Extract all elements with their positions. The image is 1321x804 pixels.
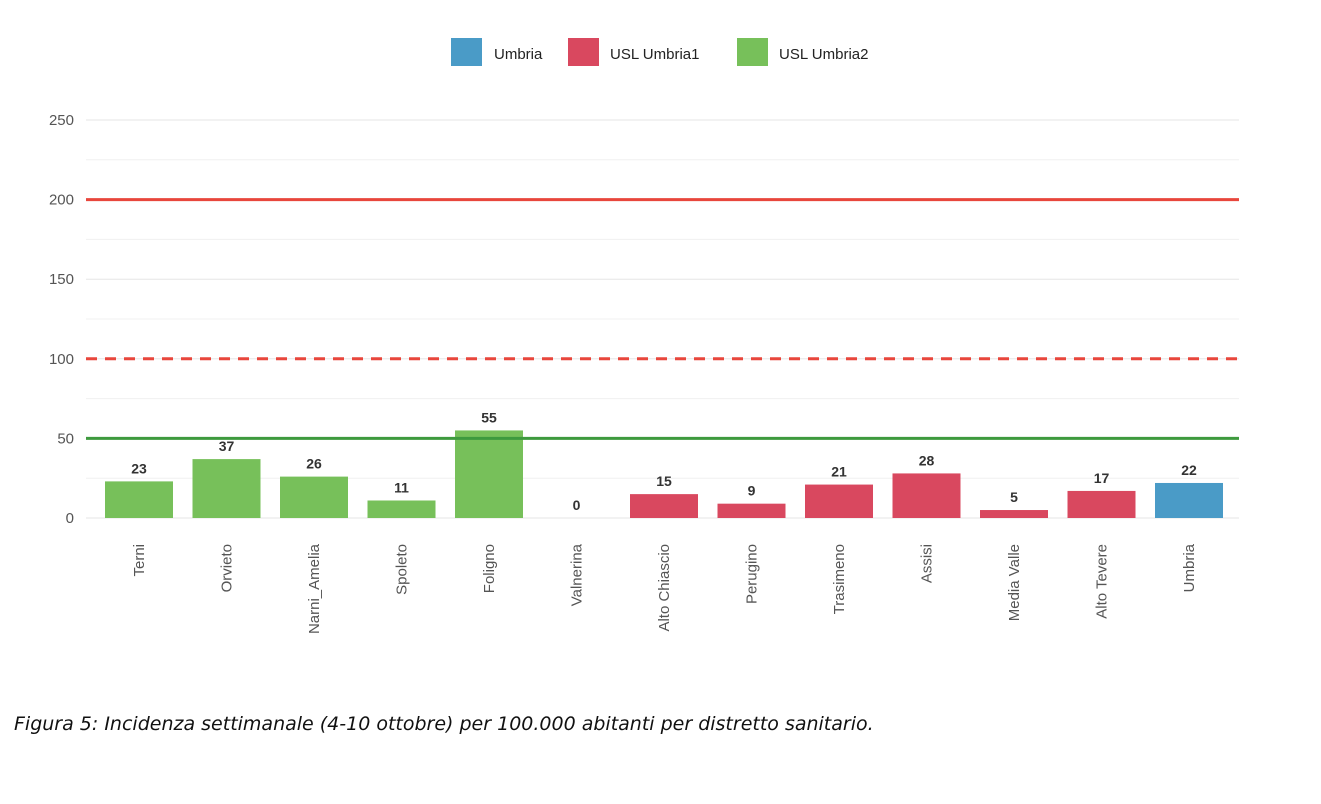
data-label-perugino: 9	[748, 483, 756, 499]
bar-media-valle	[980, 510, 1048, 518]
figure-caption: Figura 5: Incidenza settimanale (4-10 ot…	[14, 713, 874, 735]
data-label-narni-amelia: 26	[306, 456, 322, 472]
reference-lines	[86, 198, 1239, 440]
y-tick-label-50: 50	[57, 430, 74, 447]
data-label-terni: 23	[131, 460, 147, 476]
x-tick-label-assisi: Assisi	[919, 544, 936, 583]
data-label-spoleto: 11	[394, 479, 409, 495]
legend-label-usl-umbria2: USL Umbria2	[779, 46, 868, 63]
x-tick-label-terni: Terni	[131, 544, 148, 577]
x-tick-label-media-valle: Media Valle	[1006, 544, 1023, 621]
data-label-alto-tevere: 17	[1094, 470, 1110, 486]
x-tick-label-perugino: Perugino	[744, 544, 761, 604]
x-tick-label-alto-tevere: Alto Tevere	[1094, 544, 1111, 619]
x-tick-label-valnerina: Valnerina	[569, 543, 586, 606]
bar-terni	[105, 481, 173, 518]
x-tick-label-umbria: Umbria	[1181, 543, 1198, 592]
bar-foligno	[455, 430, 523, 518]
data-label-umbria: 22	[1181, 462, 1197, 478]
legend-swatch-usl-umbria2	[737, 38, 768, 66]
x-tick-label-orvieto: Orvieto	[219, 544, 236, 592]
x-axis-ticks: Terni Orvieto Narni_Amelia Spoleto Foligno Va…	[131, 543, 1198, 634]
x-tick-label-spoleto: Spoleto	[394, 544, 411, 595]
x-tick-label-trasimeno: Trasimeno	[831, 544, 848, 614]
data-labels: 23 37 26 11 55 0 15 9 21 28 5 17 22	[131, 409, 1197, 513]
bar-spoleto	[367, 500, 436, 518]
data-label-alto-chiascio: 15	[656, 473, 672, 489]
bar-umbria	[1155, 482, 1223, 518]
chart-grid	[86, 119, 1239, 519]
bar-trasimeno	[805, 484, 873, 518]
data-label-orvieto: 37	[219, 438, 235, 454]
y-tick-label-0: 0	[66, 510, 74, 527]
bar-assisi	[892, 473, 961, 518]
data-label-media-valle: 5	[1010, 489, 1018, 505]
x-tick-label-narni-amelia: Narni_Amelia	[306, 543, 323, 634]
legend-label-usl-umbria1: USL Umbria1	[610, 46, 699, 63]
chart-legend: Umbria USL Umbria1 USL Umbria2	[451, 38, 868, 66]
data-label-trasimeno: 21	[831, 464, 847, 480]
y-axis-ticks: 0 50 100 150 200 250	[49, 112, 74, 527]
y-tick-label-100: 100	[49, 351, 74, 368]
bar-narni-amelia	[280, 476, 348, 518]
bar-chart: Umbria USL Umbria1 USL Umbria2 05010015020…	[49, 38, 1239, 634]
data-label-valnerina: 0	[573, 497, 581, 513]
legend-label-umbria: Umbria	[494, 46, 543, 63]
x-tick-label-alto-chiascio: Alto Chiascio	[656, 544, 673, 632]
bar-perugino	[717, 503, 786, 518]
legend-swatch-usl-umbria1	[568, 38, 599, 66]
bar-orvieto	[192, 459, 261, 518]
y-tick-label-200: 200	[49, 192, 74, 209]
data-label-assisi: 28	[919, 452, 935, 468]
data-label-foligno: 55	[481, 409, 497, 425]
bar-alto-chiascio	[630, 494, 698, 518]
bar-alto-tevere	[1067, 490, 1136, 518]
legend-swatch-umbria	[451, 38, 482, 66]
y-tick-label-250: 250	[49, 112, 74, 129]
x-tick-label-foligno: Foligno	[481, 544, 498, 593]
y-tick-label-150: 150	[49, 271, 74, 288]
chart-bars	[105, 430, 1223, 518]
